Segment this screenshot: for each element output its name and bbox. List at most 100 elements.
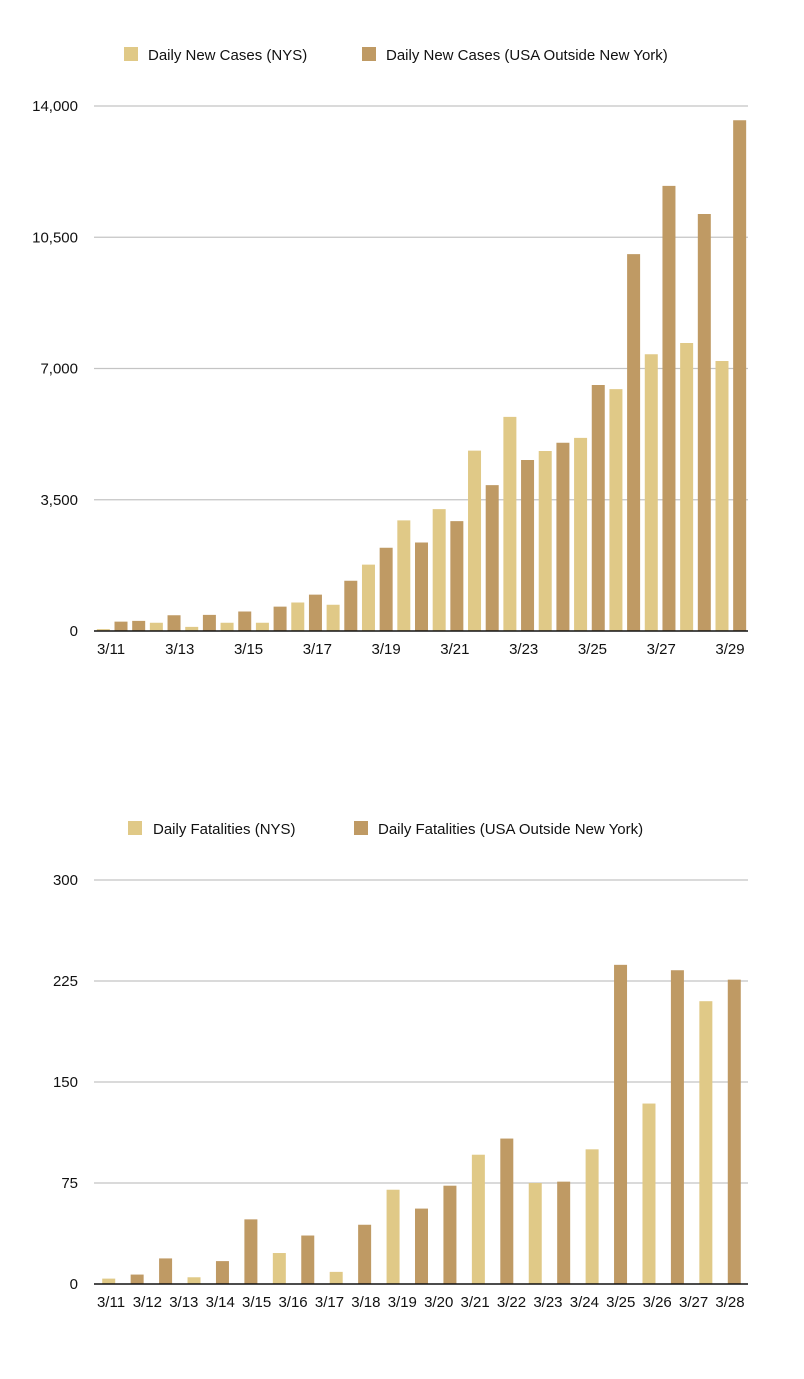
- bar-usa: [614, 964, 628, 1284]
- bar-usa: [627, 254, 641, 632]
- x-tick-label: 3/28: [715, 1294, 744, 1311]
- x-tick-label: 3/11: [97, 641, 125, 658]
- bar-usa: [733, 120, 747, 631]
- legend-label-nys: Daily Fatalities (NYS): [153, 821, 296, 838]
- bar-nys: [291, 602, 305, 631]
- bar-usa: [238, 611, 252, 631]
- y-tick-label: 0: [70, 1276, 78, 1293]
- bar-usa: [114, 621, 128, 632]
- x-tick-label: 3/29: [715, 641, 744, 658]
- legend-label-nys: Daily New Cases (NYS): [148, 47, 307, 64]
- bar-usa: [415, 1208, 428, 1284]
- x-tick-label: 3/12: [133, 1294, 162, 1311]
- x-axis-ticks: 3/11 3/12 3/13 3/14 3/15 3/16 3/17 3/18 3/19 3/20…: [94, 1283, 748, 1311]
- x-tick-label: 3/26: [643, 1294, 672, 1311]
- x-tick-label: 3/23: [533, 1294, 562, 1311]
- x-tick-label: 3/20: [424, 1294, 453, 1311]
- bar-usa: [130, 1274, 144, 1284]
- bar-nys: [255, 622, 269, 631]
- bar-nys: [468, 450, 482, 632]
- bar-nys: [149, 622, 163, 631]
- legend-label-usa: Daily Fatalities (USA Outside New York): [378, 821, 643, 838]
- bar-usa: [697, 214, 711, 631]
- bar-usa: [727, 979, 741, 1284]
- x-tick-label: 3/21: [461, 1294, 490, 1311]
- y-tick-label: 3,500: [40, 492, 78, 509]
- legend-swatch-nys: [124, 47, 138, 61]
- bar-nys: [538, 451, 552, 631]
- y-tick-label: 225: [53, 973, 78, 990]
- bar-nys: [503, 416, 517, 632]
- x-tick-label: 3/16: [278, 1294, 307, 1311]
- x-tick-label: 3/24: [570, 1294, 599, 1311]
- y-tick-label: 0: [70, 623, 78, 640]
- x-tick-label: 3/25: [606, 1294, 635, 1311]
- bar-usa: [379, 547, 393, 631]
- x-tick-label: 3/13: [165, 641, 194, 658]
- x-tick-label: 3/15: [234, 641, 263, 658]
- bar-usa: [202, 614, 216, 632]
- bar-nys: [272, 1253, 286, 1284]
- daily-fatalities-chart: Daily Fatalities (NYS) Daily Fatalities …: [53, 821, 748, 1311]
- bar-usa: [167, 615, 181, 631]
- bar-usa: [215, 1261, 229, 1284]
- bar-usa: [244, 1219, 258, 1284]
- bar-usa: [500, 1138, 514, 1284]
- x-tick-label: 3/17: [315, 1294, 344, 1311]
- bar-nys: [397, 520, 411, 632]
- bar-nys: [642, 1103, 656, 1284]
- bar-usa: [415, 542, 428, 631]
- bar-nys: [187, 1277, 201, 1284]
- bar-usa: [485, 485, 499, 632]
- bar-nys: [361, 564, 375, 632]
- y-tick-label: 300: [53, 872, 78, 889]
- bar-nys: [102, 1278, 116, 1284]
- bar-nys: [585, 1149, 599, 1284]
- y-tick-label: 75: [61, 1175, 78, 1192]
- bar-nys: [471, 1154, 485, 1284]
- bar-usa: [556, 442, 570, 631]
- x-tick-label: 3/11: [97, 1294, 125, 1311]
- daily-new-cases-chart: Daily New Cases (NYS) Daily New Cases (U…: [32, 47, 748, 658]
- x-tick-label: 3/27: [647, 641, 676, 658]
- x-tick-label: 3/25: [578, 641, 607, 658]
- x-axis-ticks: 3/11 3/13 3/15 3/17 3/19 3/21 3/23 3/25 3/27 3/29: [94, 630, 748, 658]
- bar-nys: [96, 629, 110, 632]
- x-tick-label: 3/22: [497, 1294, 526, 1311]
- legend-swatch-nys: [128, 821, 142, 835]
- legend: Daily New Cases (NYS) Daily New Cases (U…: [124, 47, 668, 64]
- x-tick-label: 3/13: [169, 1294, 198, 1311]
- x-tick-label: 3/23: [509, 641, 538, 658]
- bar-usa: [301, 1235, 315, 1284]
- bar-nys: [528, 1183, 542, 1284]
- bar-usa: [443, 1185, 457, 1284]
- bar-nys: [220, 622, 234, 631]
- bar-nys: [644, 354, 658, 631]
- bar-usa: [308, 594, 322, 632]
- bar-nys: [680, 343, 694, 631]
- x-tick-label: 3/21: [440, 641, 469, 658]
- x-tick-label: 3/14: [206, 1294, 235, 1311]
- bar-usa: [450, 521, 464, 632]
- y-tick-label: 10,500: [32, 229, 78, 246]
- bar-nys: [609, 389, 623, 632]
- y-tick-label: 14,000: [32, 98, 78, 115]
- bar-usa: [132, 620, 146, 632]
- bar-nys: [185, 626, 199, 632]
- bars: [96, 120, 747, 632]
- bar-nys: [432, 509, 446, 632]
- bar-usa: [670, 970, 684, 1284]
- y-axis-ticks: 0 75 150 225 300: [53, 872, 78, 1293]
- gridlines: [94, 879, 748, 1184]
- bar-usa: [344, 580, 358, 631]
- legend-swatch-usa: [354, 821, 368, 835]
- legend-swatch-usa: [362, 47, 376, 61]
- bar-usa: [358, 1224, 372, 1284]
- x-tick-label: 3/18: [351, 1294, 380, 1311]
- bar-usa: [159, 1258, 173, 1284]
- bar-nys: [326, 604, 340, 631]
- legend: Daily Fatalities (NYS) Daily Fatalities …: [128, 821, 643, 838]
- y-tick-label: 150: [53, 1074, 78, 1091]
- y-axis-ticks: 0 3,500 7,000 10,500 14,000: [32, 98, 78, 640]
- bar-nys: [699, 1001, 713, 1284]
